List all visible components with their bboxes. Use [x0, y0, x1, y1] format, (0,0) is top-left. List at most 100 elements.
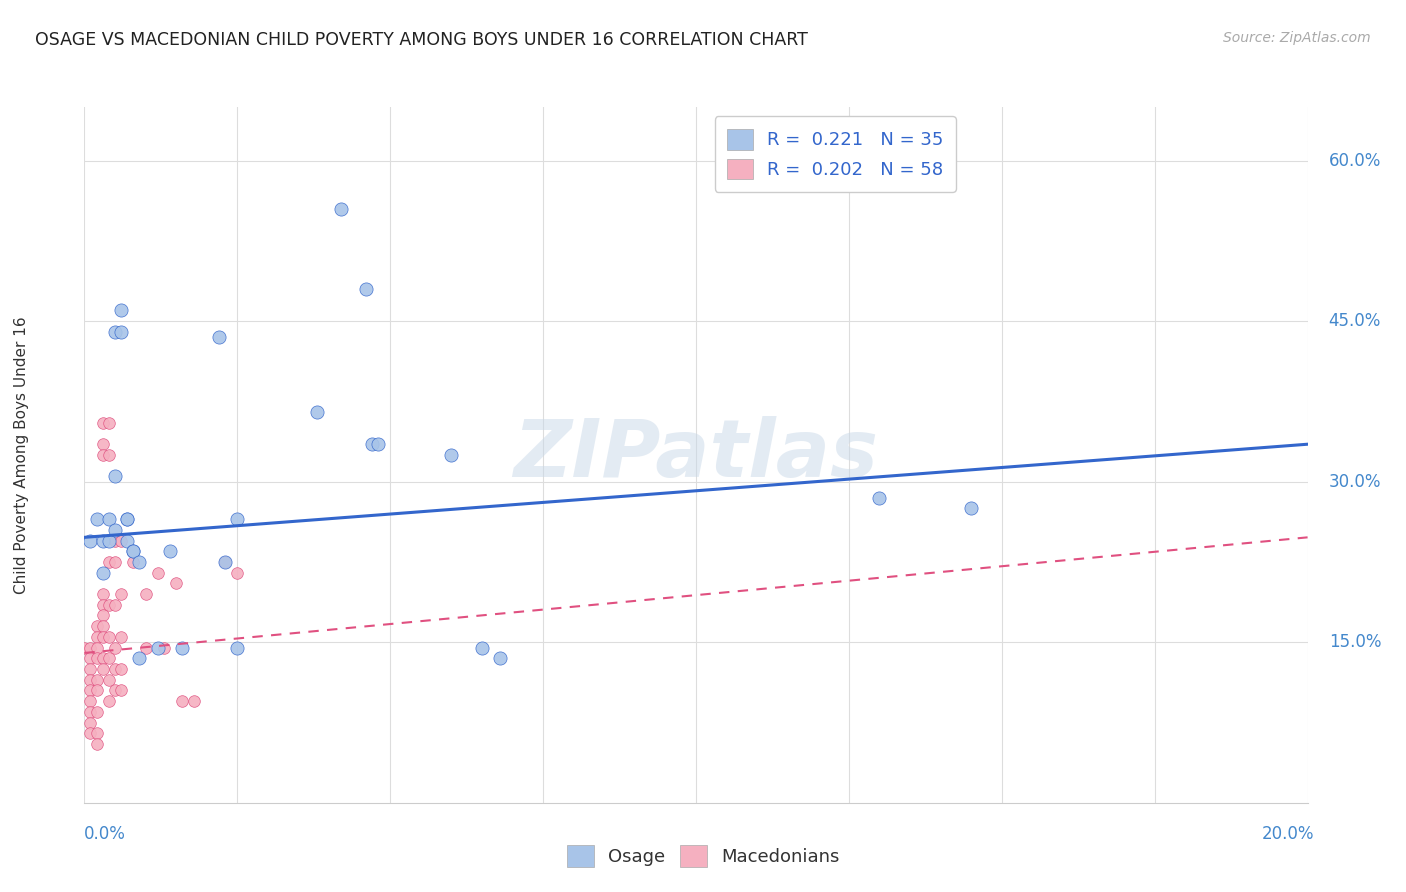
Point — [91, 437, 114, 451]
Point — [79, 651, 101, 665]
Point — [115, 512, 138, 526]
Point — [104, 523, 127, 537]
Point — [104, 533, 127, 548]
Point — [91, 598, 114, 612]
Text: 45.0%: 45.0% — [1329, 312, 1381, 330]
Text: OSAGE VS MACEDONIAN CHILD POVERTY AMONG BOYS UNDER 16 CORRELATION CHART: OSAGE VS MACEDONIAN CHILD POVERTY AMONG … — [35, 31, 808, 49]
Point — [86, 619, 108, 633]
Text: 60.0%: 60.0% — [1329, 152, 1381, 169]
Point — [79, 726, 101, 740]
Text: Child Poverty Among Boys Under 16: Child Poverty Among Boys Under 16 — [14, 316, 28, 594]
Point — [91, 662, 114, 676]
Point — [214, 555, 236, 569]
Point — [110, 325, 132, 339]
Point — [91, 608, 114, 623]
Point — [183, 694, 205, 708]
Point — [110, 533, 132, 548]
Point — [97, 694, 120, 708]
Point — [86, 705, 108, 719]
Point — [110, 683, 132, 698]
Point — [146, 640, 169, 655]
Point — [97, 533, 120, 548]
Point — [86, 640, 108, 655]
Point — [122, 544, 145, 558]
Point — [330, 202, 353, 216]
Point — [86, 630, 108, 644]
Point — [86, 726, 108, 740]
Point — [86, 737, 108, 751]
Point — [440, 448, 463, 462]
Point — [79, 705, 101, 719]
Point — [122, 555, 145, 569]
Point — [104, 469, 127, 483]
Point — [110, 662, 132, 676]
Point — [97, 448, 120, 462]
Point — [91, 448, 114, 462]
Point — [360, 437, 382, 451]
Point — [208, 330, 231, 344]
Point — [104, 598, 127, 612]
Text: 30.0%: 30.0% — [1329, 473, 1381, 491]
Point — [86, 673, 108, 687]
Point — [305, 405, 328, 419]
Point — [471, 640, 494, 655]
Point — [172, 640, 194, 655]
Point — [86, 512, 108, 526]
Point — [115, 533, 138, 548]
Point — [97, 673, 120, 687]
Point — [86, 683, 108, 698]
Point — [91, 416, 114, 430]
Point — [135, 587, 157, 601]
Point — [73, 640, 96, 655]
Point — [869, 491, 891, 505]
Point — [110, 303, 132, 318]
Point — [159, 544, 181, 558]
Point — [128, 555, 150, 569]
Text: Source: ZipAtlas.com: Source: ZipAtlas.com — [1223, 31, 1371, 45]
Point — [110, 587, 132, 601]
Point — [91, 651, 114, 665]
Point — [226, 512, 249, 526]
Point — [354, 282, 377, 296]
Point — [97, 630, 120, 644]
Point — [367, 437, 389, 451]
Point — [91, 587, 114, 601]
Point — [104, 555, 127, 569]
Point — [226, 640, 249, 655]
Point — [104, 683, 127, 698]
Point — [79, 533, 101, 548]
Point — [104, 325, 127, 339]
Point — [91, 566, 114, 580]
Point — [97, 416, 120, 430]
Point — [79, 683, 101, 698]
Point — [489, 651, 512, 665]
Point — [104, 662, 127, 676]
Text: 20.0%: 20.0% — [1263, 825, 1315, 843]
Point — [97, 651, 120, 665]
Point — [214, 555, 236, 569]
Point — [146, 566, 169, 580]
Point — [79, 640, 101, 655]
Point — [79, 694, 101, 708]
Point — [172, 694, 194, 708]
Point — [226, 566, 249, 580]
Point — [97, 555, 120, 569]
Point — [91, 533, 114, 548]
Point — [97, 598, 120, 612]
Point — [110, 630, 132, 644]
Point — [91, 619, 114, 633]
Point — [104, 640, 127, 655]
Point — [153, 640, 176, 655]
Legend: Osage, Macedonians: Osage, Macedonians — [560, 838, 846, 874]
Point — [960, 501, 983, 516]
Point — [135, 640, 157, 655]
Text: ZIPatlas: ZIPatlas — [513, 416, 879, 494]
Legend: R =  0.221   N = 35, R =  0.202   N = 58: R = 0.221 N = 35, R = 0.202 N = 58 — [714, 116, 956, 192]
Point — [91, 630, 114, 644]
Point — [115, 512, 138, 526]
Text: 0.0%: 0.0% — [84, 825, 127, 843]
Text: 15.0%: 15.0% — [1329, 633, 1381, 651]
Point — [79, 715, 101, 730]
Point — [79, 673, 101, 687]
Point — [79, 662, 101, 676]
